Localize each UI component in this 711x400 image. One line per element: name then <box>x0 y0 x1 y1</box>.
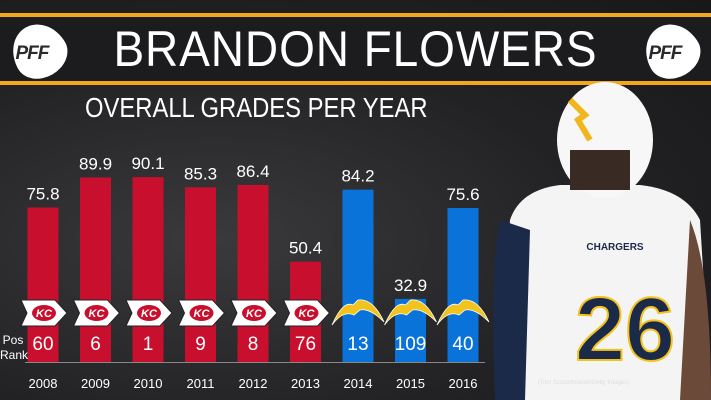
chiefs-arrowhead-icon: KC <box>230 299 278 327</box>
chiefs-arrowhead-icon: KC <box>125 299 173 327</box>
svg-text:KC: KC <box>299 308 316 320</box>
bar-2008 <box>27 207 59 362</box>
bar-2009 <box>80 177 111 362</box>
svg-text:KC: KC <box>246 308 263 320</box>
top-gold-stripe <box>0 13 711 17</box>
svg-text:KC: KC <box>36 308 53 320</box>
page-title: BRANDON FLOWERS <box>113 21 598 77</box>
bar-2016 <box>447 207 479 362</box>
chart-subtitle: OVERALL GRADES PER YEAR <box>85 92 428 123</box>
chargers-bolt-icon <box>384 299 437 326</box>
pos-rank-value: 9 <box>195 334 206 355</box>
value-label: 86.4 <box>236 162 269 181</box>
value-label: 89.9 <box>79 155 112 174</box>
x-axis-line <box>25 362 485 363</box>
pos-rank-value: 13 <box>347 334 368 355</box>
chiefs-arrowhead-icon: KC <box>282 299 331 327</box>
pos-rank-label: Pos Rank <box>0 333 29 363</box>
pos-rank-value: 6 <box>90 334 101 355</box>
x-tick-label: 2013 <box>291 376 320 391</box>
rank-label: Rank <box>0 348 29 362</box>
chiefs-arrowhead-icon: KC <box>20 299 68 327</box>
chargers-bolt-icon <box>436 299 490 326</box>
pos-rank-value: 76 <box>295 334 316 355</box>
value-label: 75.6 <box>446 185 479 204</box>
bottom-gold-stripe <box>0 81 711 85</box>
bar-2010 <box>132 177 164 362</box>
photo-credit: (Tom Szczerbowski/Getty Images) <box>538 380 630 386</box>
svg-text:KC: KC <box>194 308 211 320</box>
x-tick-label: 2011 <box>187 376 215 391</box>
x-tick-label: 2009 <box>81 376 110 391</box>
bar-2014 <box>342 189 374 362</box>
x-tick-label: 2015 <box>396 376 425 391</box>
chiefs-arrowhead-icon: KC <box>177 299 226 327</box>
x-tick-label: 2012 <box>239 376 268 391</box>
value-label: 85.3 <box>184 164 217 183</box>
value-label: 50.4 <box>289 239 322 258</box>
pos-rank-value: 60 <box>32 334 53 355</box>
pos-rank-value: 1 <box>143 334 154 355</box>
chiefs-arrowhead-icon: KC <box>72 299 121 327</box>
pos-rank-value: 8 <box>248 334 259 355</box>
pos-rank-value: 109 <box>395 334 427 355</box>
svg-text:CHARGERS: CHARGERS <box>586 242 644 253</box>
x-tick-label: 2014 <box>344 376 373 391</box>
title-banner <box>0 17 711 81</box>
x-tick-label: 2008 <box>29 376 58 391</box>
svg-text:KC: KC <box>89 308 106 320</box>
player-photo: 26 CHARGERS <box>493 82 711 400</box>
value-label: 32.9 <box>394 276 427 295</box>
svg-text:26: 26 <box>575 280 675 380</box>
x-tick-label: 2010 <box>134 376 163 391</box>
value-label: 84.2 <box>341 167 374 186</box>
pos-label: Pos <box>2 333 24 347</box>
svg-text:KC: KC <box>141 308 158 320</box>
chargers-bolt-icon <box>331 299 385 326</box>
value-label: 75.8 <box>26 185 59 204</box>
bar-2012 <box>237 184 269 362</box>
bar-2011 <box>185 187 216 362</box>
x-tick-label: 2016 <box>449 376 478 391</box>
pos-rank-value: 40 <box>452 334 473 355</box>
value-label: 90.1 <box>131 154 164 173</box>
